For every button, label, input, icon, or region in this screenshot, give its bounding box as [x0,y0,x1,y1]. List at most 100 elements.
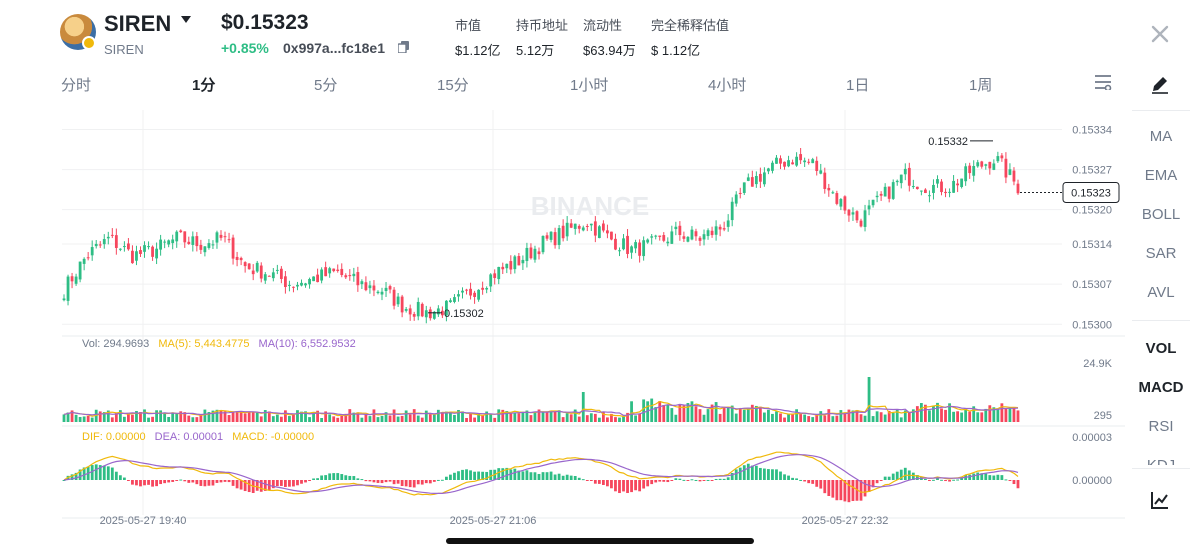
macd-histogram-bar [875,480,879,484]
chart-type-icon[interactable] [1150,490,1170,510]
volume-bar [650,398,654,422]
macd-histogram-bar [457,471,460,480]
volume-bar [304,411,307,422]
candle-body [296,284,299,287]
candle-body [131,250,134,264]
chart-settings-icon[interactable] [1094,74,1112,90]
draw-tool-icon[interactable] [1150,74,1170,94]
volume-bar [360,417,364,422]
candle-body [879,193,883,196]
tab-1d[interactable]: 1日 [846,77,870,94]
volume-bar [907,412,911,422]
indicator-sar[interactable]: SAR [1145,245,1177,262]
candle-body [859,220,863,227]
volume-ma10-line [63,403,1019,417]
volume-bar [964,408,968,422]
volume-ma5: MA(5): 5,443.4775 [158,338,250,350]
macd-histogram-bar [891,473,895,480]
volume-bar [440,412,444,422]
indicator-ma[interactable]: MA [1149,128,1173,145]
macd-histogram-bar [771,469,774,480]
candle-body [831,192,835,194]
tab-1m[interactable]: 1分 [192,77,216,94]
candle-body [396,296,400,305]
chevron-down-icon[interactable] [181,16,191,23]
indicator-vol[interactable]: VOL [1145,340,1177,357]
stat-value: $1.12亿 [455,43,501,58]
volume-bar [956,411,960,422]
chart-grid [62,110,1125,519]
macd-histogram-bar [114,471,118,480]
macd-histogram-bar [702,480,706,481]
copy-icon[interactable] [398,41,409,53]
macd-histogram-bar [340,474,344,480]
tab-15m[interactable]: 15分 [437,77,469,94]
volume-bar [642,399,646,422]
tab-1w[interactable]: 1周 [969,77,993,94]
candle-body [453,297,456,302]
macd-histogram-bar [360,479,364,481]
volume-bar [187,415,191,422]
macd-histogram-bar [714,478,718,480]
candle-body [461,290,464,293]
macd-histogram-bar [630,480,633,493]
candle-body [585,226,589,228]
volume-bar [686,403,690,422]
volume-bar [626,412,629,422]
candle-body [682,236,686,239]
volume-bar [392,409,396,422]
volume-bar [783,417,786,422]
volume-bar [549,410,553,422]
macd-histogram-bar [199,480,203,486]
price-chart[interactable]: BINANCE 0.153340.153270.153200.153140.15… [0,100,1125,530]
close-icon[interactable] [1150,24,1170,44]
candle-body [139,250,142,254]
candle-body [364,282,368,291]
token-symbol[interactable]: SIREN [104,11,172,36]
price-tick-label: 0.15300 [1072,319,1112,331]
candle-body [525,247,529,262]
candle-body [195,236,199,247]
candle-body [674,226,678,230]
candle-body [630,246,633,253]
indicator-macd[interactable]: MACD [1138,379,1184,396]
tab-4h[interactable]: 4小时 [708,77,747,94]
macd-histogram-bar [795,478,799,480]
tab-5m[interactable]: 5分 [314,77,338,94]
candle-body [344,275,348,278]
candle-body [638,242,642,256]
candle-body [505,263,509,269]
macd-histogram-bar [557,473,561,480]
volume-bar [839,410,843,422]
indicator-rsi[interactable]: RSI [1148,418,1174,435]
candle-body [827,187,831,191]
macd-histogram-bar [545,472,549,480]
macd-histogram-bar [589,480,593,481]
candle-body [513,256,517,270]
candle-body [62,298,66,301]
macd-dea: DEA: 0.00001 [154,431,224,443]
macd-histogram-bar [839,480,843,501]
candle-body [803,160,807,163]
candle-body [102,239,106,245]
contract-address[interactable]: 0x997a...fc18e1 [283,40,385,56]
macd-histogram-bar [791,477,794,480]
volume-bar [408,414,412,422]
tab-time-share[interactable]: 分时 [61,77,92,94]
volume-bar [940,408,943,422]
candle-body [537,251,541,255]
tab-1h[interactable]: 1小时 [570,77,609,94]
volume-bar [497,409,501,422]
indicator-boll[interactable]: BOLL [1141,206,1181,223]
volume-bar [247,412,251,422]
macd-histogram-bar [658,480,662,482]
candle-body [368,285,372,289]
macd-histogram-bar [976,472,980,480]
candle-body [795,156,799,166]
indicator-ema[interactable]: EMA [1144,167,1178,184]
indicator-kdj[interactable]: KDJ [1132,457,1190,465]
macd-histogram-bar [960,478,964,480]
indicator-avl[interactable]: AVL [1147,284,1175,301]
candle-body [791,162,794,165]
candle-body [1004,158,1008,178]
